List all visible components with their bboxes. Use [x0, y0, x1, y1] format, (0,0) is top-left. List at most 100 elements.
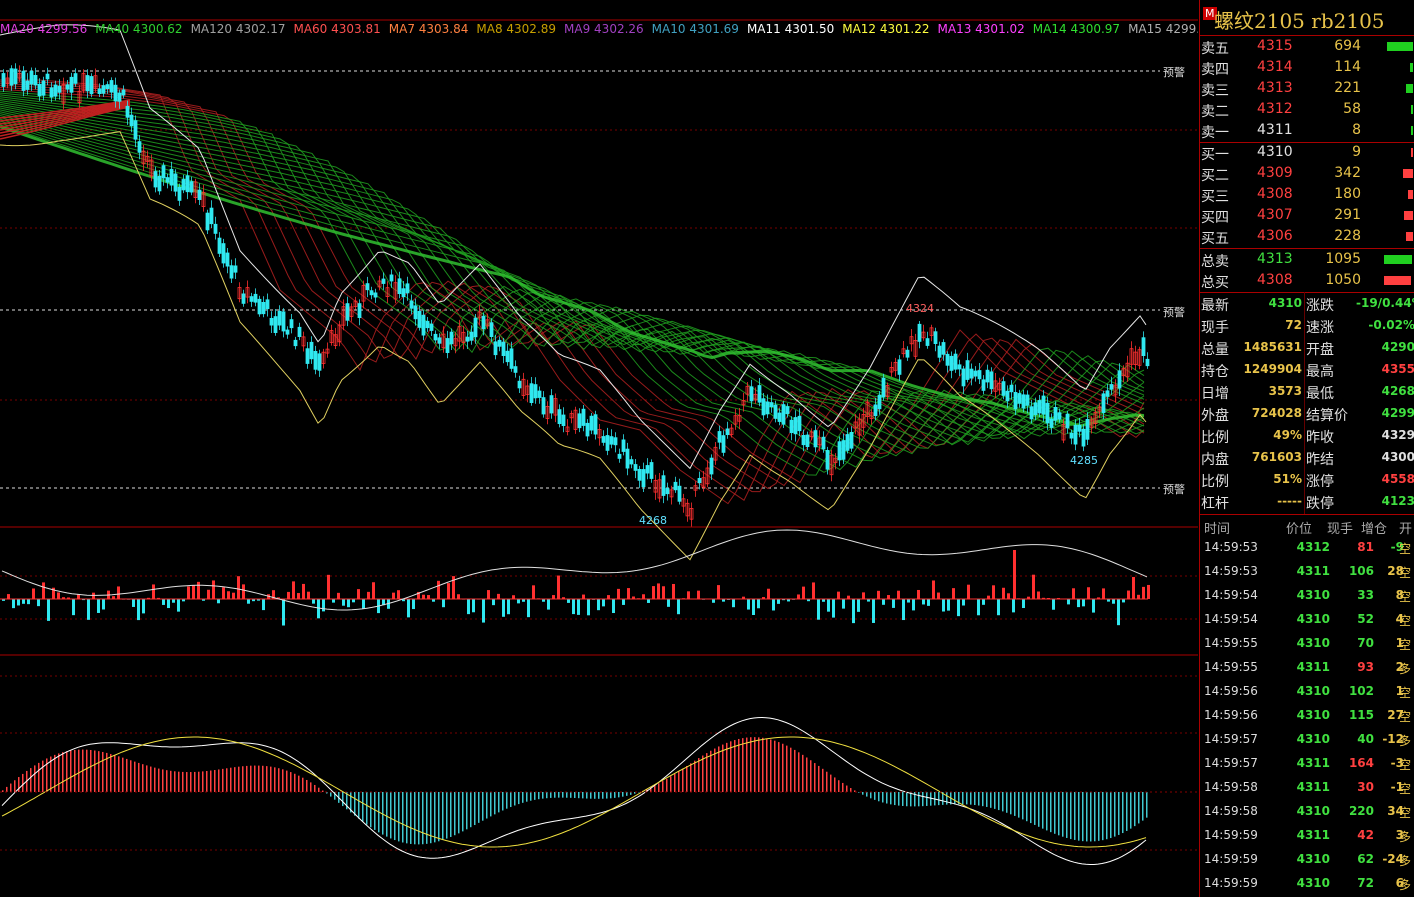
volume-bar	[197, 581, 200, 599]
macd-bar	[138, 762, 140, 792]
macd-bar	[826, 771, 828, 792]
macd-bar	[134, 761, 136, 792]
stat-value: 49%	[1273, 428, 1302, 442]
volume-bar	[307, 591, 310, 599]
volume-bar	[722, 599, 725, 602]
volume-bar	[1002, 587, 1005, 599]
macd-bar	[982, 792, 984, 807]
volume-bar	[1067, 599, 1070, 605]
level-volume: 8	[1352, 122, 1361, 138]
tick-row[interactable]: 14:59:59 4310 72 6 多	[1200, 871, 1414, 895]
moving-average-line	[0, 111, 1145, 443]
low-price-label: 4285	[1070, 454, 1098, 467]
volume-bar	[712, 599, 715, 603]
volume-bar	[897, 590, 900, 599]
order-book-row[interactable]: 买一 4310 9	[1200, 142, 1414, 163]
macd-bar	[1098, 792, 1100, 841]
tick-row[interactable]: 14:59:53 4311 106 28 空	[1200, 559, 1414, 583]
macd-bar	[962, 792, 964, 805]
volume-bar	[412, 599, 415, 610]
tick-row[interactable]: 14:59:56 4310 102 1 空	[1200, 679, 1414, 703]
ma-legend-item: MA60 4303.81	[293, 22, 381, 36]
alert-line-label[interactable]: 预警	[1163, 483, 1185, 496]
volume-bar	[1384, 276, 1411, 285]
macd-bar	[1102, 792, 1104, 841]
volume-bar	[1097, 597, 1100, 599]
alert-line-label[interactable]: 预警	[1163, 306, 1185, 319]
volume-bar	[1057, 597, 1060, 599]
tick-oi-change: 1	[1395, 636, 1404, 650]
ma-legend: MA20 4299.56 MA40 4300.62 MA120 4302.17 MA6…	[0, 22, 1198, 40]
volume-bar	[182, 599, 185, 602]
tick-row[interactable]: 14:59:54 4310 52 4 空	[1200, 607, 1414, 631]
level-price: 4309	[1257, 165, 1293, 181]
order-book-row[interactable]: 买四 4307 291	[1200, 205, 1414, 226]
tick-row[interactable]: 14:59:59 4311 42 3 多	[1200, 823, 1414, 847]
macd-bar	[266, 766, 268, 792]
volume-bar	[757, 599, 760, 609]
tick-price: 4310	[1296, 684, 1330, 698]
tick-price: 4311	[1296, 660, 1330, 674]
tick-row[interactable]: 14:59:57 4311 164 -3 空	[1200, 751, 1414, 775]
tick-type: 多	[1399, 854, 1412, 868]
macd-bar	[930, 792, 932, 806]
divider	[1200, 142, 1414, 143]
order-book-row[interactable]: 卖四 4314 114	[1200, 57, 1414, 78]
kline-chart[interactable]	[0, 0, 1198, 897]
tick-row[interactable]: 14:59:59 4310 62 -24 多	[1200, 847, 1414, 871]
macd-bar	[398, 792, 400, 842]
volume-bar	[802, 586, 805, 599]
volume-bar	[507, 599, 510, 615]
volume-bar	[297, 593, 300, 599]
ma-legend-item: MA15 4299.99	[1128, 22, 1198, 36]
volume-bar	[1132, 576, 1135, 599]
stat-value: 4310	[1268, 296, 1302, 310]
tick-volume: 102	[1348, 684, 1374, 698]
alert-line-label[interactable]: 预警	[1163, 66, 1185, 79]
macd-bar	[582, 792, 584, 799]
macd-bar	[514, 792, 516, 806]
tick-row[interactable]: 14:59:58 4311 30 -1 空	[1200, 775, 1414, 799]
level-volume: 694	[1334, 38, 1361, 54]
tick-row[interactable]: 14:59:57 4310 40 -12 多	[1200, 727, 1414, 751]
order-book-row[interactable]: 买二 4309 342	[1200, 163, 1414, 184]
order-book-row[interactable]: 卖五 4315 694	[1200, 36, 1414, 57]
volume-bar	[952, 588, 955, 599]
macd-bar	[1022, 792, 1024, 820]
macd-bar	[670, 776, 672, 792]
volume-bar	[242, 584, 245, 599]
chart-area[interactable]: MA20 4299.56 MA40 4300.62 MA120 4302.17 MA6…	[0, 0, 1198, 897]
volume-bar	[1027, 596, 1030, 599]
contract-title[interactable]: 螺纹2105 rb2105	[1214, 9, 1385, 33]
macd-bar	[446, 792, 448, 839]
macd-bar	[598, 792, 600, 799]
macd-bar	[442, 792, 444, 841]
order-book-row[interactable]: 卖二 4312 58	[1200, 99, 1414, 120]
volume-bar	[1042, 597, 1045, 599]
level-price: 4306	[1257, 228, 1293, 244]
moving-average-line	[0, 87, 1145, 487]
order-book-row[interactable]: 卖一 4311 8	[1200, 120, 1414, 141]
tick-row[interactable]: 14:59:54 4310 33 8 空	[1200, 583, 1414, 607]
macd-bar	[490, 792, 492, 817]
tick-row[interactable]: 14:59:55 4311 93 2 多	[1200, 655, 1414, 679]
order-book-row[interactable]: 买三 4308 180	[1200, 184, 1414, 205]
macd-bar	[986, 792, 988, 807]
macd-bar	[434, 792, 436, 843]
order-book-row[interactable]: 买五 4306 228	[1200, 226, 1414, 247]
volume-bar	[842, 599, 845, 609]
tick-row[interactable]: 14:59:58 4310 220 34 空	[1200, 799, 1414, 823]
tick-row[interactable]: 14:59:56 4310 115 27 空	[1200, 703, 1414, 727]
low-price-label: 4268	[639, 514, 667, 527]
tick-row[interactable]: 14:59:53 4312 81 -9 空	[1200, 535, 1414, 559]
volume-bar	[642, 594, 645, 599]
macd-bar	[822, 768, 824, 792]
volume-bar	[662, 586, 665, 599]
macd-bar	[322, 790, 324, 792]
macd-bar	[246, 765, 248, 792]
order-book-row[interactable]: 卖三 4313 221	[1200, 78, 1414, 99]
tick-row[interactable]: 14:59:55 4310 70 1 空	[1200, 631, 1414, 655]
macd-bar	[1122, 792, 1124, 834]
stat-value: 761603	[1251, 450, 1302, 464]
tick-type: 空	[1399, 638, 1412, 652]
